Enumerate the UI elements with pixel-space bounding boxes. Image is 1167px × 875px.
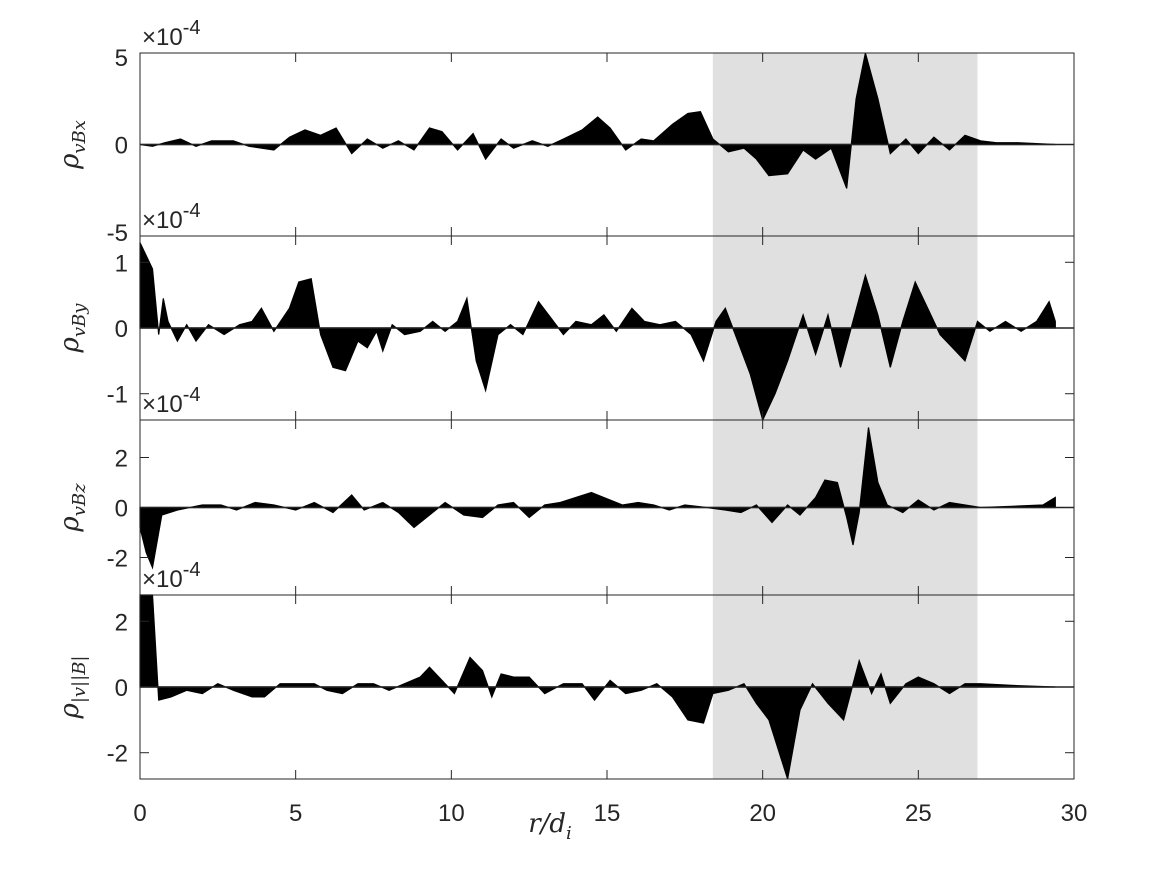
series-fill-panel-3 bbox=[139, 427, 1056, 570]
y-tick-label: 0 bbox=[115, 675, 128, 702]
exponent-label: ×10-4 bbox=[142, 200, 201, 234]
y-tick-label: -2 bbox=[107, 741, 128, 768]
panel-3: 2 0 -2 ×10-4 ρvBz bbox=[55, 384, 1075, 596]
y-axis-label: ρvBy bbox=[55, 303, 90, 354]
y-axis-label: ρvBx bbox=[55, 120, 90, 170]
x-tick-label: 5 bbox=[289, 800, 302, 827]
y-tick-label: -2 bbox=[107, 546, 128, 573]
panel-1: 5 0 -5 ×10-4 ρvBx bbox=[55, 17, 1075, 247]
y-tick-label: 0 bbox=[115, 496, 128, 523]
x-tick-label: 10 bbox=[438, 800, 465, 827]
x-tick-label: 25 bbox=[905, 800, 932, 827]
x-axis-label: r/di bbox=[528, 809, 572, 844]
y-tick-label: 0 bbox=[115, 133, 128, 160]
y-tick-label: -1 bbox=[107, 382, 128, 409]
x-tick-label: 0 bbox=[133, 800, 146, 827]
exponent-label: ×10-4 bbox=[142, 559, 201, 593]
exponent-label: ×10-4 bbox=[142, 384, 201, 418]
x-tick-label: 30 bbox=[1061, 800, 1088, 827]
exponent-label: ×10-4 bbox=[142, 17, 201, 51]
y-tick-label: 0 bbox=[115, 316, 128, 343]
y-axis-label: ρvBz bbox=[55, 483, 90, 533]
x-tick-label: 15 bbox=[594, 800, 621, 827]
y-tick-label: 5 bbox=[115, 45, 128, 72]
y-axis-label: ρ|v||B| bbox=[55, 656, 90, 720]
y-tick-label: 1 bbox=[115, 250, 128, 277]
x-tick-label: 20 bbox=[749, 800, 776, 827]
y-tick-label: 2 bbox=[115, 446, 128, 473]
y-tick-label: -5 bbox=[107, 220, 128, 247]
series-fill-panel-1 bbox=[139, 52, 1056, 189]
y-tick-label: 2 bbox=[115, 609, 128, 636]
x-axis: 0 5 10 15 20 25 30 bbox=[133, 53, 1087, 827]
